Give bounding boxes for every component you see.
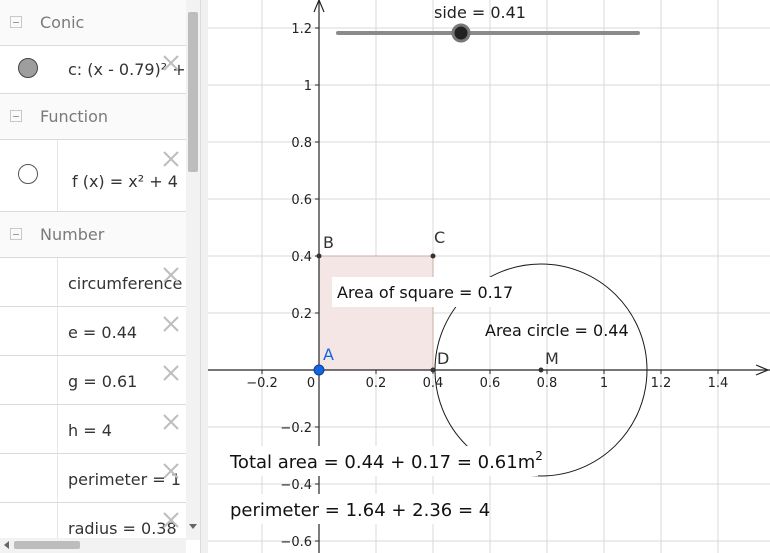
item-divider: [57, 307, 58, 355]
x-tick-label: 0.2: [366, 376, 387, 391]
collapse-icon[interactable]: [10, 110, 22, 122]
area-circle-label[interactable]: Area circle = 0.44: [485, 321, 629, 340]
item-divider: [57, 258, 58, 306]
algebra-item-h[interactable]: h = 4: [0, 405, 186, 454]
item-divider: [57, 140, 58, 211]
algebra-item-circumference[interactable]: circumference: [0, 258, 186, 307]
algebra-item-perimeter[interactable]: perimeter = 1: [0, 454, 186, 503]
x-tick-label: 1.2: [651, 376, 672, 391]
x-tick-labels: −0.2 0 0.2 0.4 0.6 0.8 1 1.2 1.4: [246, 370, 728, 391]
delete-icon[interactable]: [160, 411, 182, 433]
x-tick-label: 1: [600, 376, 608, 391]
y-tick-label: 0.8: [291, 136, 312, 151]
y-tick-label: 1.2: [291, 22, 312, 37]
item-divider: [57, 503, 58, 552]
y-tick-label: 1: [304, 79, 312, 94]
horizontal-scrollbar[interactable]: [0, 538, 186, 553]
panel-divider[interactable]: [200, 0, 208, 553]
scroll-down-arrow-icon[interactable]: [189, 522, 197, 530]
algebra-expression[interactable]: f (x) = x² + 4: [72, 172, 178, 191]
x-tick-label: 0.6: [480, 376, 501, 391]
scrollbar-thumb[interactable]: [188, 12, 198, 172]
point-c-label: C: [434, 228, 445, 247]
visibility-toggle-icon[interactable]: [18, 58, 38, 78]
scrollbar-thumb[interactable]: [14, 541, 80, 549]
x-tick-label: 0: [307, 376, 315, 391]
y-tick-label: 0.6: [291, 193, 312, 208]
algebra-expression[interactable]: c: (x - 0.79)² +: [68, 60, 186, 79]
delete-icon[interactable]: [160, 313, 182, 335]
algebra-item-radius[interactable]: radius = 0.38: [0, 503, 186, 552]
collapse-icon[interactable]: [10, 228, 22, 240]
algebra-expression[interactable]: g = 0.61: [68, 372, 138, 391]
vertical-scrollbar[interactable]: [186, 0, 200, 540]
item-divider: [57, 454, 58, 502]
area-square-label[interactable]: Area of square = 0.17: [337, 283, 513, 302]
point-m-label: M: [545, 349, 559, 368]
y-tick-labels: 1.2 1 0.8 0.6 0.4 0.2 −0.2 −0.4 −0.6: [280, 22, 319, 550]
category-label: Conic: [40, 13, 85, 32]
x-tick-label: −0.2: [246, 376, 278, 391]
category-conic[interactable]: Conic: [0, 0, 186, 46]
point-a-label: A: [323, 345, 334, 364]
x-tick-label: 1.4: [708, 376, 729, 391]
algebra-item-conic-c[interactable]: c: (x - 0.79)² +: [0, 46, 186, 94]
scroll-left-arrow-icon[interactable]: [3, 541, 11, 549]
delete-icon[interactable]: [160, 148, 182, 170]
x-tick-label: 0.8: [537, 376, 558, 391]
algebra-item-function-f[interactable]: f (x) = x² + 4: [0, 140, 186, 212]
y-tick-label: 0.2: [291, 307, 312, 322]
collapse-icon[interactable]: [10, 16, 22, 28]
category-number[interactable]: Number: [0, 212, 186, 258]
algebra-item-g[interactable]: g = 0.61: [0, 356, 186, 405]
point-b[interactable]: [316, 253, 322, 259]
category-label: Function: [40, 107, 109, 126]
algebra-expression[interactable]: perimeter = 1: [68, 470, 181, 489]
algebra-view: Conic c: (x - 0.79)² + Function f (x) = …: [0, 0, 200, 553]
algebra-item-e[interactable]: e = 0.44: [0, 307, 186, 356]
slider-label: side = 0.41: [434, 3, 526, 22]
algebra-expression[interactable]: h = 4: [68, 421, 112, 440]
item-divider: [57, 356, 58, 404]
point-a[interactable]: [313, 364, 325, 376]
graphics-view[interactable]: −0.2 0 0.2 0.4 0.6 0.8 1 1.2 1.4 1.2 1 0.8 0.6 0.4 0.…: [208, 0, 770, 553]
category-function[interactable]: Function: [0, 94, 186, 140]
x-tick-label: 0.4: [423, 376, 444, 391]
perimeter-text-bg: [228, 494, 488, 524]
delete-icon[interactable]: [160, 362, 182, 384]
y-axis-arrow-icon: [313, 0, 325, 13]
point-d-label: D: [437, 349, 449, 368]
algebra-expression[interactable]: circumference: [68, 274, 183, 293]
delete-icon[interactable]: [160, 460, 182, 482]
perimeter-text[interactable]: perimeter = 1.64 + 2.36 = 4: [230, 500, 490, 521]
algebra-expression[interactable]: e = 0.44: [68, 323, 138, 342]
area-square-label-bg: [332, 277, 516, 307]
y-tick-label: −0.4: [280, 478, 312, 493]
square-polygon[interactable]: [318, 255, 434, 371]
delete-icon[interactable]: [160, 264, 182, 286]
point-d[interactable]: [430, 367, 436, 373]
x-axis-arrow-icon: [755, 364, 770, 376]
category-label: Number: [40, 225, 105, 244]
total-area-text[interactable]: Total area = 0.44 + 0.17 = 0.61m2: [229, 449, 543, 473]
algebra-expression[interactable]: radius = 0.38: [68, 519, 177, 538]
slider-handle[interactable]: [451, 23, 471, 43]
point-m[interactable]: [538, 367, 544, 373]
item-divider: [57, 405, 58, 453]
delete-icon[interactable]: [160, 52, 182, 74]
delete-icon[interactable]: [160, 509, 182, 531]
point-c[interactable]: [430, 253, 436, 259]
point-b-label: B: [323, 233, 334, 252]
y-tick-label: 0.4: [291, 250, 312, 265]
y-tick-label: −0.6: [280, 535, 312, 550]
visibility-toggle-icon[interactable]: [18, 164, 38, 184]
total-area-bg: [228, 446, 538, 476]
y-tick-label: −0.2: [280, 421, 312, 436]
